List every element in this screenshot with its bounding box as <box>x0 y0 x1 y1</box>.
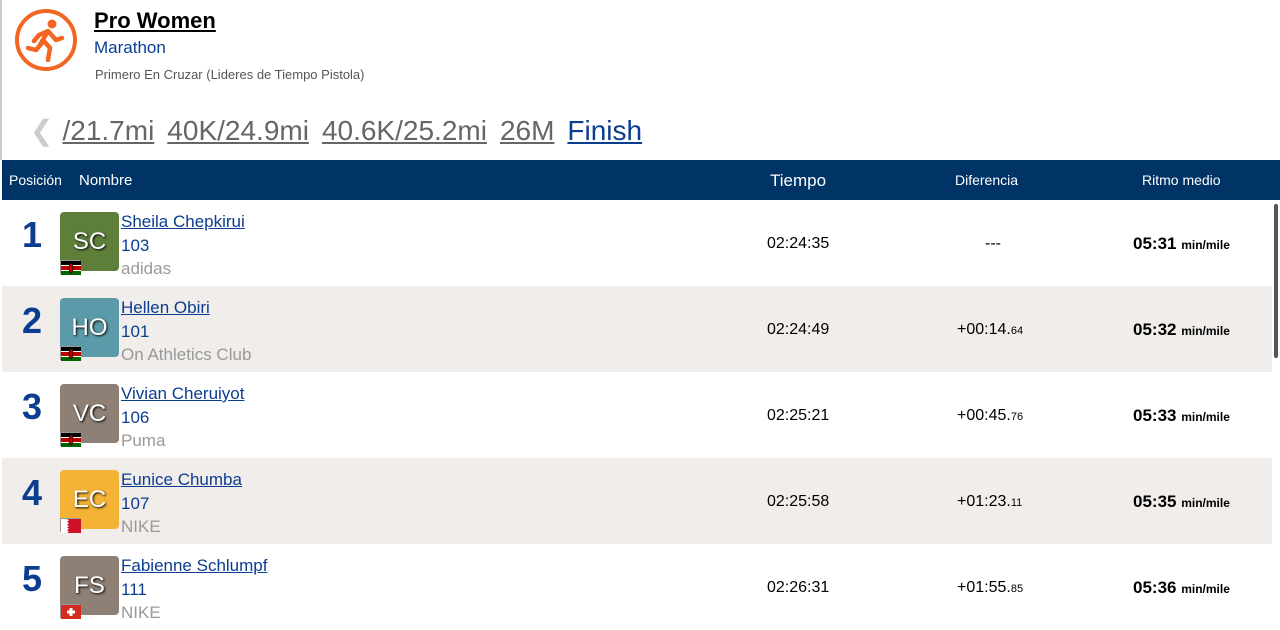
kenya-flag-icon <box>60 432 81 447</box>
diff-fraction: 85 <box>1010 583 1024 595</box>
finish-time: 02:24:49 <box>767 321 830 338</box>
pace-value: 05:32 <box>1133 320 1177 339</box>
position: 5 <box>22 558 43 599</box>
bahrain-flag-icon <box>60 518 81 533</box>
time-difference: +01:55.85 <box>957 579 1023 597</box>
time-difference: +00:45.76 <box>957 407 1023 425</box>
position: 3 <box>22 386 43 427</box>
split-tab[interactable]: 26M <box>499 114 555 146</box>
avatar: EC <box>60 470 119 529</box>
table-row[interactable]: 2 HO Hellen Obiri 101 On Athletics Club … <box>2 286 1272 372</box>
table-row[interactable]: 3 VC Vivian Cheruiyot 106 Puma 02:25:21 … <box>2 372 1272 458</box>
position: 2 <box>22 300 43 341</box>
diff-main: +00:45. <box>957 407 1011 424</box>
bib-number: 103 <box>121 236 150 255</box>
average-pace: 05:32 min/mile <box>1133 320 1230 340</box>
diff-main: +01:23. <box>957 493 1011 510</box>
pace-value: 05:31 <box>1133 234 1177 253</box>
bib-number: 111 <box>121 580 147 599</box>
position: 4 <box>22 472 43 513</box>
team: adidas <box>121 259 172 278</box>
finish-time: 02:24:35 <box>767 235 830 252</box>
athlete-name-link[interactable]: Vivian Cheruiyot <box>121 384 245 403</box>
bib-number: 106 <box>121 408 150 427</box>
athlete-name-link[interactable]: Fabienne Schlumpf <box>121 556 268 575</box>
pace-unit: min/mile <box>1181 324 1230 338</box>
finish-time: 02:25:58 <box>767 493 830 510</box>
diff-fraction: 11 <box>1010 497 1023 509</box>
pace-unit: min/mile <box>1181 238 1230 252</box>
split-tab[interactable]: /21.7mi <box>62 114 155 146</box>
average-pace: 05:33 min/mile <box>1133 406 1230 426</box>
team: On Athletics Club <box>121 345 252 364</box>
athlete-name-link[interactable]: Eunice Chumba <box>121 470 242 489</box>
pace-unit: min/mile <box>1181 410 1230 424</box>
team: NIKE <box>121 603 161 622</box>
table-row[interactable]: 4 EC Eunice Chumba 107 NIKE 02:25:58 +01… <box>2 458 1272 544</box>
event-description: Primero En Cruzar (Lideres de Tiempo Pis… <box>95 67 365 82</box>
time-difference: +00:14.64 <box>957 321 1023 339</box>
scrollbar[interactable] <box>1274 204 1278 358</box>
runner-icon <box>15 9 77 71</box>
diff-main: --- <box>985 235 1001 252</box>
average-pace: 05:36 min/mile <box>1133 578 1230 598</box>
pace-unit: min/mile <box>1181 582 1230 596</box>
average-pace: 05:31 min/mile <box>1133 234 1230 254</box>
event-header: Pro Women Marathon Primero En Cruzar (Li… <box>0 0 1280 160</box>
col-diff: Diferencia <box>955 172 1019 188</box>
pace-value: 05:36 <box>1133 578 1177 597</box>
kenya-flag-icon <box>60 346 81 361</box>
kenya-flag-icon <box>60 260 81 275</box>
split-tab-finish[interactable]: Finish <box>567 114 643 146</box>
time-difference: +01:23.11 <box>957 493 1022 511</box>
position: 1 <box>22 214 43 255</box>
average-pace: 05:35 min/mile <box>1133 492 1230 512</box>
col-position: Posición <box>9 172 62 188</box>
col-name: Nombre <box>79 172 133 189</box>
switzerland-flag-icon <box>60 604 81 619</box>
pace-unit: min/mile <box>1181 496 1230 510</box>
diff-fraction: 64 <box>1010 325 1024 337</box>
athlete-name-link[interactable]: Sheila Chepkirui <box>121 212 245 231</box>
finish-time: 02:25:21 <box>767 407 830 424</box>
team: NIKE <box>121 517 161 536</box>
split-tabs: ❮ /21.7mi 40K/24.9mi 40.6K/25.2mi 26M Fi… <box>30 114 642 147</box>
table-row[interactable]: 5 FS Fabienne Schlumpf 111 NIKE 02:26:31… <box>2 544 1272 630</box>
event-subtitle: Marathon <box>94 38 166 57</box>
diff-main: +01:55. <box>957 579 1011 596</box>
table-header: Posición Nombre Tiempo Diferencia Ritmo … <box>2 160 1280 200</box>
time-difference: --- <box>985 235 1001 253</box>
diff-fraction: 76 <box>1010 411 1024 423</box>
split-tab[interactable]: 40K/24.9mi <box>167 114 309 146</box>
athlete-name-link[interactable]: Hellen Obiri <box>121 298 210 317</box>
table-row[interactable]: 1 SC Sheila Chepkirui 103 adidas 02:24:3… <box>2 200 1272 286</box>
pace-value: 05:33 <box>1133 406 1177 425</box>
col-time: Tiempo <box>770 171 827 190</box>
team: Puma <box>121 431 166 450</box>
split-tab[interactable]: 40.6K/25.2mi <box>321 114 487 146</box>
page-title[interactable]: Pro Women <box>94 8 216 33</box>
col-pace: Ritmo medio <box>1142 172 1221 188</box>
bib-number: 107 <box>121 494 150 513</box>
finish-time: 02:26:31 <box>767 579 830 596</box>
bib-number: 101 <box>121 322 150 341</box>
diff-main: +00:14. <box>957 321 1011 338</box>
pace-value: 05:35 <box>1133 492 1177 511</box>
chevron-left-icon[interactable]: ❮ <box>30 115 54 146</box>
